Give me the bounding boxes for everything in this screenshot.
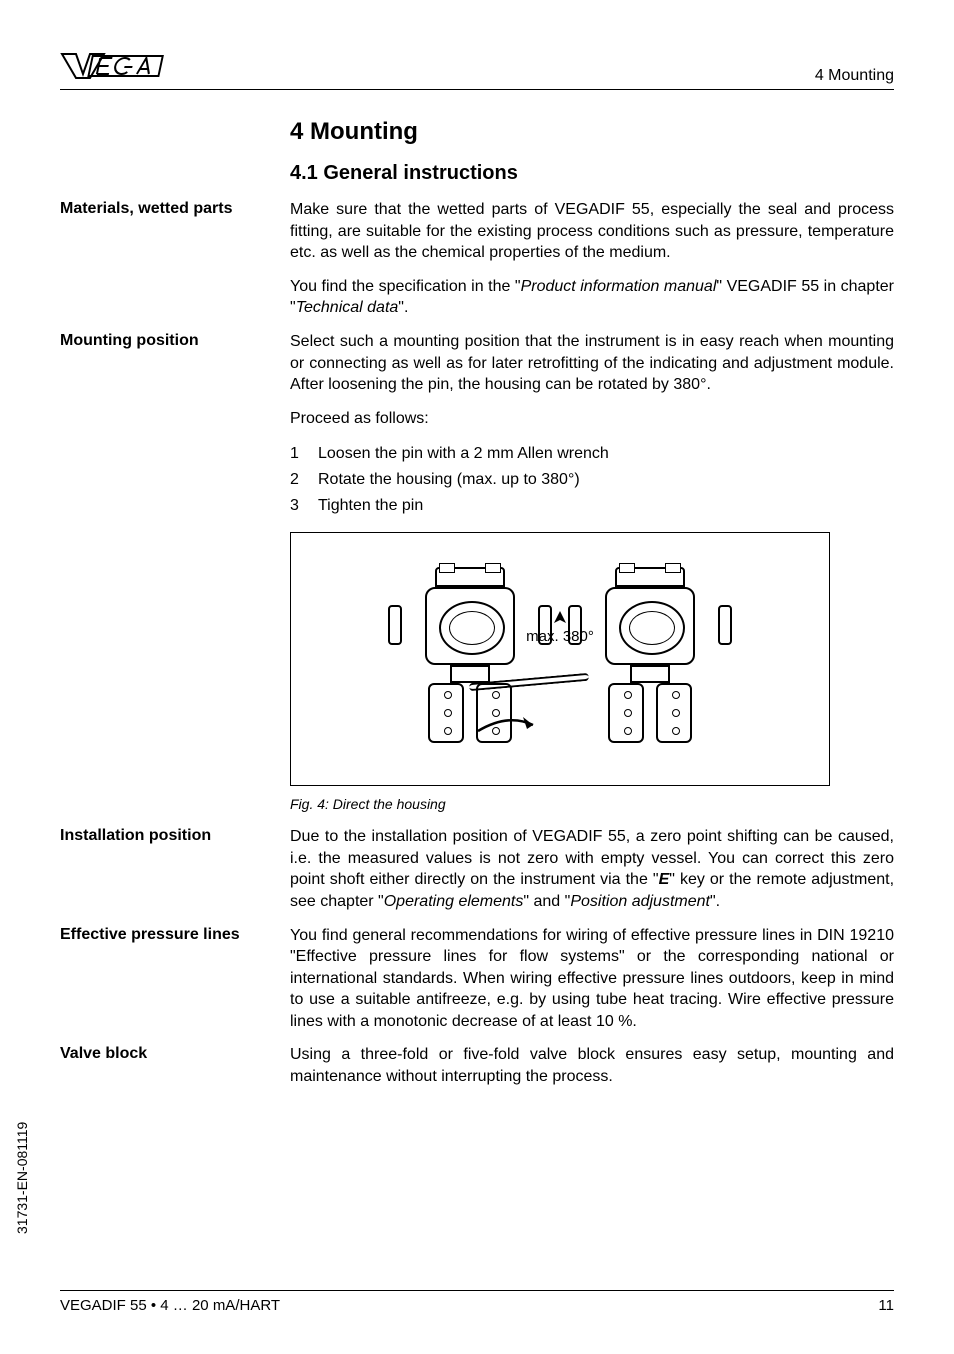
rotation-label: max. 380° xyxy=(526,628,594,645)
row-valve: Valve block Using a three-fold or five-f… xyxy=(60,1044,894,1099)
label-materials: Materials, wetted parts xyxy=(60,199,280,220)
page-header: 4 Mounting xyxy=(60,50,894,90)
label-mounting: Mounting position xyxy=(60,331,280,352)
figure-housing: max. 380° xyxy=(290,532,830,786)
materials-p2-i1: Product information manual xyxy=(521,278,717,295)
step-text: Loosen the pin with a 2 mm Allen wrench xyxy=(318,441,894,467)
figure-caption: Fig. 4: Direct the housing xyxy=(290,796,894,812)
step-num: 3 xyxy=(290,493,318,519)
mounting-steps: 1 Loosen the pin with a 2 mm Allen wrenc… xyxy=(290,441,894,518)
inst-p1-c: " and " xyxy=(523,893,570,910)
inst-p1-i2: Position adjustment xyxy=(570,893,710,910)
materials-p2-c: ". xyxy=(398,299,408,316)
label-pressure: Effective pressure lines xyxy=(60,925,280,946)
inst-p1-bi: E xyxy=(659,871,670,888)
inst-p1-d: ". xyxy=(710,893,720,910)
step-row: 3 Tighten the pin xyxy=(290,493,894,519)
mounting-p2: Proceed as follows: xyxy=(290,408,894,430)
step-num: 2 xyxy=(290,467,318,493)
rotate-arrow-icon xyxy=(473,711,543,746)
materials-p2-a: You find the specification in the " xyxy=(290,278,521,295)
page-number: 11 xyxy=(878,1297,894,1314)
step-text: Tighten the pin xyxy=(318,493,894,519)
step-num: 1 xyxy=(290,441,318,467)
row-materials: Materials, wetted parts Make sure that t… xyxy=(60,199,894,331)
row-chapter-heading: 4 Mounting 4.1 General instructions xyxy=(60,118,894,199)
device-right-illustration xyxy=(580,559,720,759)
footer-left: VEGADIF 55 • 4 … 20 mA/HART xyxy=(60,1297,280,1314)
label-installation: Installation position xyxy=(60,826,280,847)
installation-p1: Due to the installation position of VEGA… xyxy=(290,826,894,912)
step-row: 2 Rotate the housing (max. up to 380°) xyxy=(290,467,894,493)
materials-p1: Make sure that the wetted parts of VEGAD… xyxy=(290,199,894,264)
brand-logo xyxy=(60,50,170,85)
page-footer: VEGADIF 55 • 4 … 20 mA/HART 11 xyxy=(60,1290,894,1314)
step-row: 1 Loosen the pin with a 2 mm Allen wrenc… xyxy=(290,441,894,467)
section-title: 4.1 General instructions xyxy=(290,162,894,185)
mounting-p1: Select such a mounting position that the… xyxy=(290,331,894,396)
doc-id: 31731-EN-081119 xyxy=(14,1122,30,1234)
label-valve: Valve block xyxy=(60,1044,280,1065)
materials-p2: You find the specification in the "Produ… xyxy=(290,276,894,319)
step-text: Rotate the housing (max. up to 380°) xyxy=(318,467,894,493)
row-mounting: Mounting position Select such a mounting… xyxy=(60,331,894,826)
materials-p2-i2: Technical data xyxy=(296,299,399,316)
header-section-ref: 4 Mounting xyxy=(815,67,894,85)
row-installation: Installation position Due to the install… xyxy=(60,826,894,924)
inst-p1-i1: Operating elements xyxy=(384,893,524,910)
pressure-p1: You find general recommendations for wir… xyxy=(290,925,894,1033)
row-pressure: Effective pressure lines You find genera… xyxy=(60,925,894,1045)
page: 4 Mounting 4 Mounting 4.1 General instru… xyxy=(0,0,954,1354)
valve-p1: Using a three-fold or five-fold valve bl… xyxy=(290,1044,894,1087)
chapter-title: 4 Mounting xyxy=(290,118,894,146)
